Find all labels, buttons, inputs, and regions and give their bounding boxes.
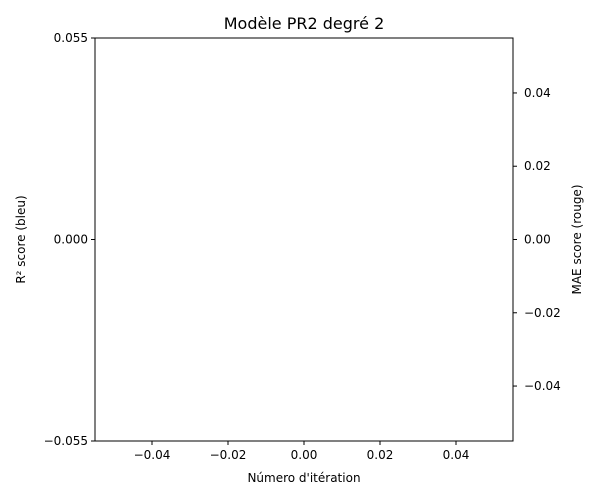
y-right-axis-label: MAE score (rouge) — [570, 185, 584, 295]
y-left-tick-label: −0.055 — [44, 434, 88, 448]
y-right-tick-label: 0.02 — [524, 159, 551, 173]
y-left-tick-label: 0.055 — [54, 31, 88, 45]
y-right-tick-label: −0.02 — [524, 306, 561, 320]
y-left-axis-ticks: −0.055 0.000 0.055 — [44, 31, 95, 448]
x-tick-label: 0.02 — [367, 448, 394, 462]
x-tick-label: 0.00 — [291, 448, 318, 462]
y-right-tick-label: 0.04 — [524, 86, 551, 100]
y-left-tick-label: 0.000 — [54, 233, 88, 247]
plot-area — [94, 37, 514, 442]
y-right-axis-ticks: −0.04 −0.02 0.00 0.02 0.04 — [513, 86, 561, 393]
x-axis-label: Número d'itération — [247, 471, 360, 485]
x-tick-label: 0.04 — [443, 448, 470, 462]
y-left-axis-label: R² score (bleu) — [14, 195, 28, 283]
x-tick-label: −0.02 — [210, 448, 247, 462]
x-axis-ticks: −0.04 −0.02 0.00 0.02 0.04 — [134, 441, 470, 462]
y-right-tick-label: −0.04 — [524, 379, 561, 393]
plot-frame — [94, 37, 514, 442]
chart-title: Modèle PR2 degré 2 — [224, 14, 385, 33]
y-right-tick-label: 0.00 — [524, 233, 551, 247]
x-tick-label: −0.04 — [134, 448, 171, 462]
